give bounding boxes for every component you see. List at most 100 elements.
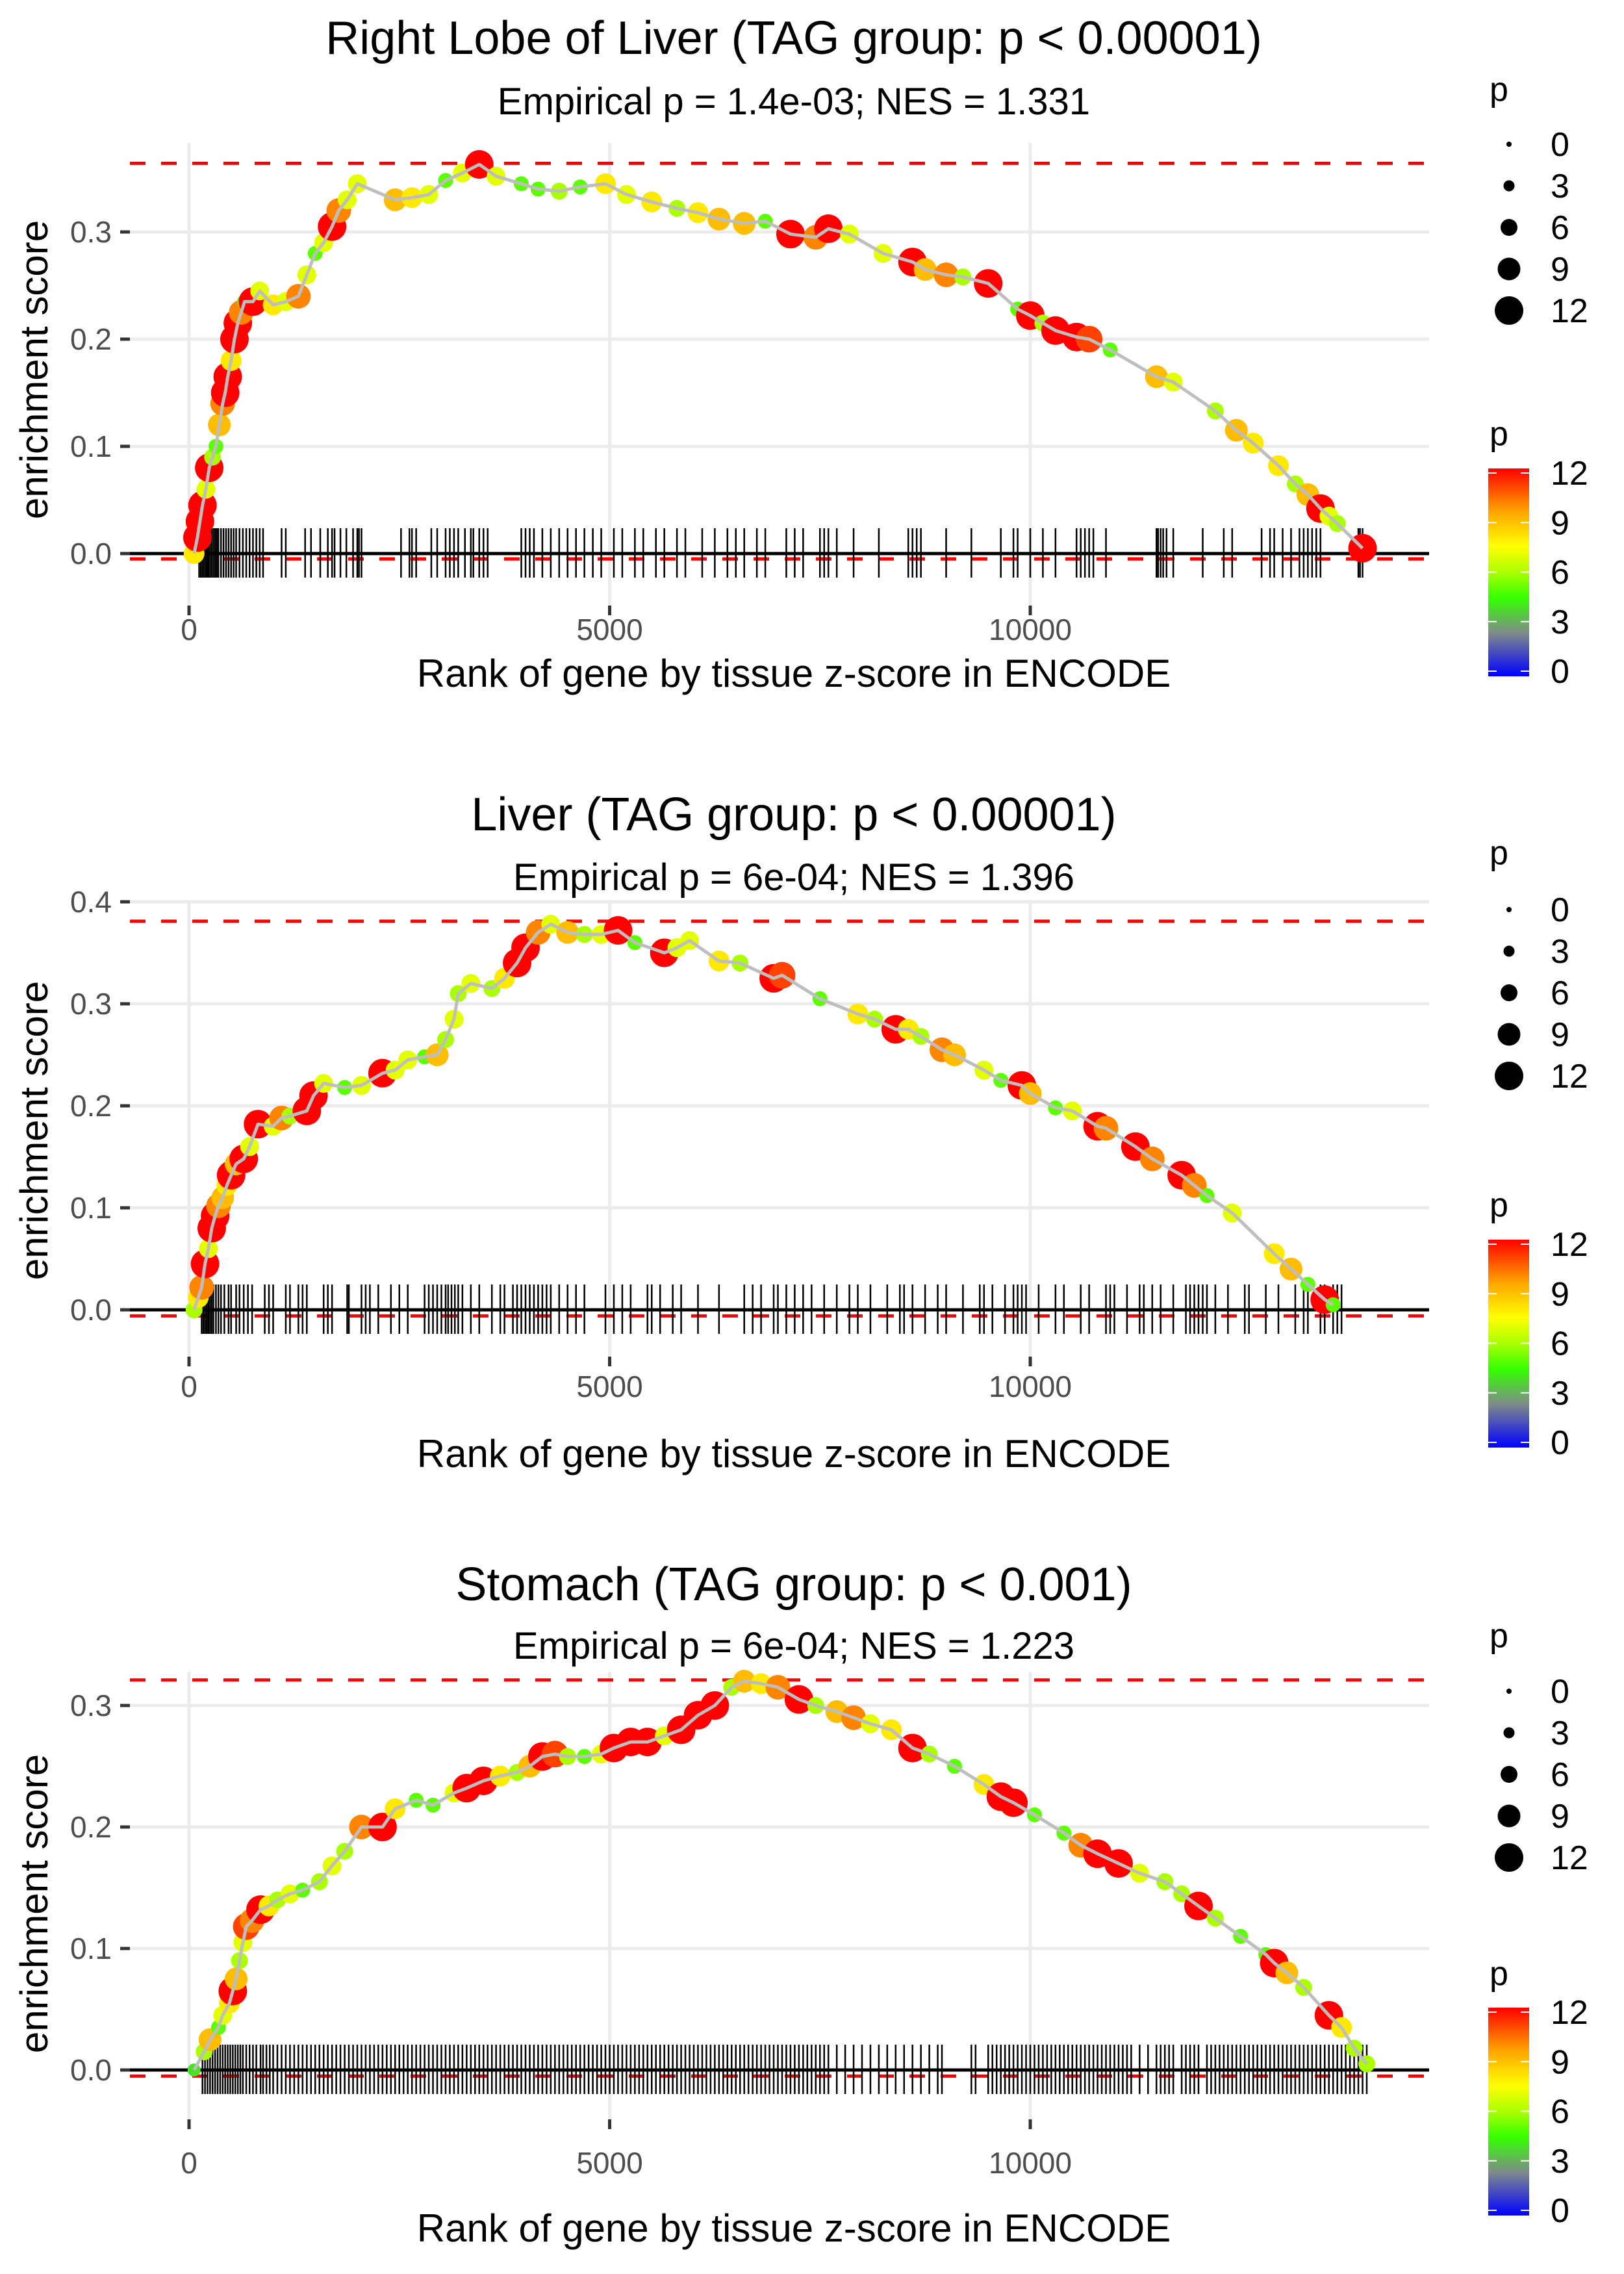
panel-stomach: Stomach (TAG group: p < 0.001) Empirical… <box>12 1559 1588 2250</box>
size-legend-title: p <box>1490 834 1508 872</box>
plot-area <box>120 900 1429 1366</box>
color-legend-label: 9 <box>1551 504 1569 542</box>
color-legend-label: 12 <box>1551 455 1588 492</box>
x-tick-label: 10000 <box>989 613 1072 646</box>
y-tick-label: 0.2 <box>70 1089 112 1123</box>
size-legend-key <box>1503 180 1515 192</box>
size-legend-title: p <box>1490 71 1508 109</box>
size-legend-key <box>1501 219 1517 236</box>
color-legend-label: 6 <box>1551 2093 1569 2131</box>
color-legend-title: p <box>1490 415 1508 453</box>
size-legend-label: 0 <box>1551 126 1569 164</box>
panel-title: Stomach (TAG group: p < 0.001) <box>455 1559 1132 1611</box>
panel-liver: Liver (TAG group: p < 0.00001) Empirical… <box>12 789 1588 1476</box>
x-tick-label: 5000 <box>576 1370 642 1403</box>
size-legend-label: 0 <box>1551 1673 1569 1711</box>
x-tick-label: 0 <box>181 1370 197 1403</box>
color-legend: p 0 3 6 9 12 <box>1488 415 1588 691</box>
rug-hits <box>201 1284 1343 1334</box>
size-legend-key <box>1506 1689 1512 1694</box>
y-axis-title: enrichment score <box>12 220 56 519</box>
size-legend-key <box>1506 142 1512 147</box>
color-legend-label: 9 <box>1551 1275 1569 1313</box>
size-legend-label: 12 <box>1551 1839 1588 1877</box>
y-tick-label: 0.0 <box>70 2053 112 2087</box>
y-tick-label: 0.4 <box>70 885 112 919</box>
x-tick-label: 5000 <box>576 613 642 646</box>
color-legend-label: 3 <box>1551 604 1569 641</box>
size-legend-key <box>1503 1727 1515 1739</box>
color-legend: p 0 3 6 9 12 <box>1488 1186 1588 1462</box>
size-legend-label: 6 <box>1551 975 1569 1012</box>
size-legend-label: 9 <box>1551 1798 1569 1835</box>
y-tick-label: 0.3 <box>70 987 112 1021</box>
size-legend-key <box>1495 1062 1523 1090</box>
y-tick-labels: 0.0 0.1 0.2 0.3 <box>70 215 112 570</box>
size-legend-key <box>1501 1766 1517 1783</box>
size-legend-label: 12 <box>1551 1058 1588 1095</box>
y-tick-label: 0.1 <box>70 1191 112 1225</box>
color-legend-label: 0 <box>1551 653 1569 691</box>
color-legend-label: 6 <box>1551 1325 1569 1363</box>
size-legend-label: 3 <box>1551 933 1569 971</box>
size-legend-key <box>1497 257 1521 281</box>
color-legend-label: 9 <box>1551 2043 1569 2081</box>
y-tick-label: 0.1 <box>70 1932 112 1965</box>
enrichment-point <box>187 2063 201 2076</box>
color-legend-label: 6 <box>1551 554 1569 592</box>
running-es-line <box>192 1680 1368 2071</box>
panel-subtitle: Empirical p = 1.4e-03; NES = 1.331 <box>498 81 1090 123</box>
color-legend-title: p <box>1490 1186 1508 1224</box>
x-tick-labels: 0 5000 10000 <box>181 613 1072 646</box>
x-tick-labels: 0 5000 10000 <box>181 2146 1072 2180</box>
size-legend-key <box>1503 945 1515 957</box>
color-legend: p 0 3 6 9 12 <box>1488 1955 1588 2230</box>
x-tick-label: 10000 <box>989 2146 1072 2180</box>
size-legend-label: 0 <box>1551 891 1569 929</box>
size-legend-label: 6 <box>1551 209 1569 247</box>
y-tick-labels: 0.0 0.1 0.2 0.3 <box>70 1689 112 2087</box>
y-tick-label: 0.2 <box>70 1810 112 1844</box>
y-tick-label: 0.0 <box>70 1293 112 1327</box>
size-legend-label: 3 <box>1551 1715 1569 1752</box>
color-legend-label: 0 <box>1551 2192 1569 2230</box>
y-tick-labels: 0.0 0.1 0.2 0.3 0.4 <box>70 885 112 1327</box>
color-legend-label: 3 <box>1551 2143 1569 2180</box>
color-legend-title: p <box>1490 1955 1508 1993</box>
size-legend-key <box>1497 1023 1521 1046</box>
panel-subtitle: Empirical p = 6e-04; NES = 1.396 <box>513 856 1074 899</box>
plot-area <box>120 143 1429 615</box>
color-legend-label: 12 <box>1551 1994 1588 2032</box>
x-tick-label: 0 <box>181 613 197 646</box>
rug-hits <box>198 528 1364 578</box>
running-es-line <box>192 162 1364 554</box>
size-legend-key <box>1495 1843 1523 1872</box>
panel-subtitle: Empirical p = 6e-04; NES = 1.223 <box>513 1625 1074 1667</box>
x-tick-label: 5000 <box>576 2146 642 2180</box>
running-es-line <box>192 923 1334 1310</box>
y-axis-title: enrichment score <box>12 1754 56 2053</box>
size-legend-key <box>1506 907 1512 912</box>
color-legend-label: 12 <box>1551 1226 1588 1264</box>
size-legend-label: 9 <box>1551 1016 1569 1054</box>
size-legend-title: p <box>1490 1617 1508 1655</box>
y-tick-label: 0.3 <box>70 215 112 249</box>
panel-title: Right Lobe of Liver (TAG group: p < 0.00… <box>325 12 1262 64</box>
y-tick-label: 0.2 <box>70 322 112 356</box>
plot-area <box>120 1670 1429 2129</box>
x-tick-label: 0 <box>181 2146 197 2180</box>
y-tick-label: 0.0 <box>70 537 112 570</box>
color-legend-label: 3 <box>1551 1375 1569 1412</box>
y-axis-title: enrichment score <box>12 981 56 1280</box>
x-axis-title: Rank of gene by tissue z-score in ENCODE <box>417 1432 1171 1476</box>
size-legend-key <box>1497 1804 1521 1828</box>
size-legend-label: 3 <box>1551 168 1569 205</box>
y-tick-label: 0.1 <box>70 429 112 463</box>
size-legend-key <box>1495 296 1523 325</box>
size-legend-key <box>1501 984 1517 1001</box>
x-axis-title: Rank of gene by tissue z-score in ENCODE <box>417 652 1171 695</box>
size-legend: p 0 3 6 9 12 <box>1490 71 1588 330</box>
panel-title: Liver (TAG group: p < 0.00001) <box>471 789 1116 841</box>
color-legend-label: 0 <box>1551 1424 1569 1462</box>
